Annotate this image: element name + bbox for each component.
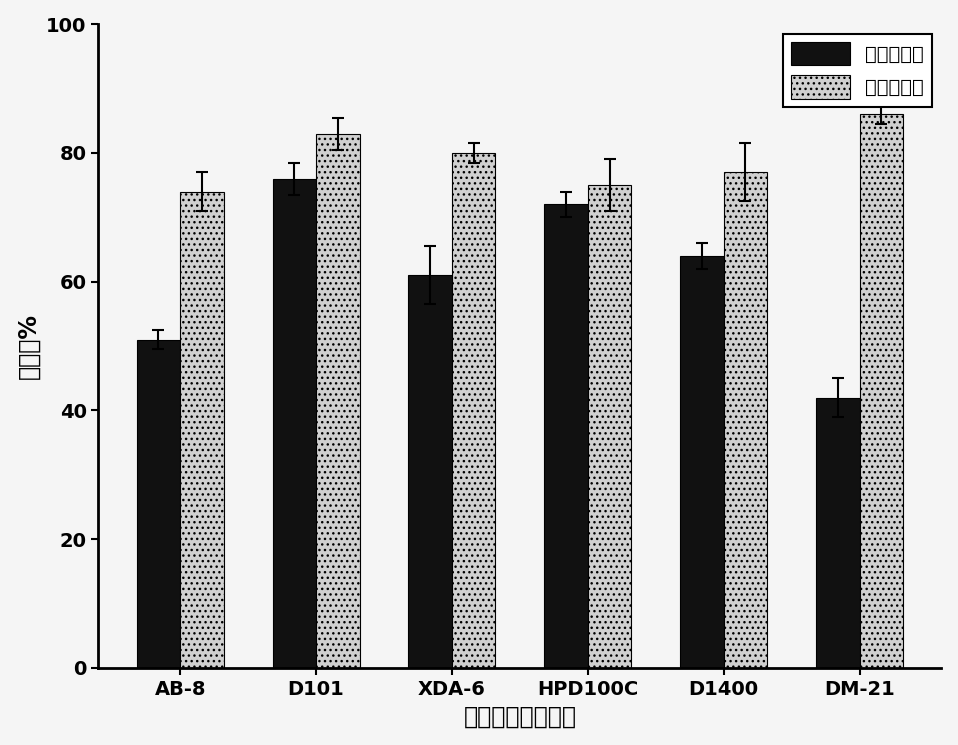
Bar	[316, 133, 359, 668]
Bar	[723, 172, 767, 668]
Bar	[680, 256, 723, 668]
Y-axis label: 百分率%: 百分率%	[16, 313, 40, 379]
Bar	[544, 204, 588, 668]
Bar	[137, 340, 180, 668]
Bar	[452, 153, 495, 668]
Bar	[588, 185, 631, 668]
Bar	[859, 114, 903, 668]
X-axis label: 大孔吸附树脂类型: 大孔吸附树脂类型	[464, 704, 577, 729]
Legend: 静态吸附率, 静态解吸率: 静态吸附率, 静态解吸率	[784, 34, 931, 107]
Bar	[180, 191, 223, 668]
Bar	[816, 398, 859, 668]
Bar	[408, 275, 452, 668]
Bar	[273, 179, 316, 668]
